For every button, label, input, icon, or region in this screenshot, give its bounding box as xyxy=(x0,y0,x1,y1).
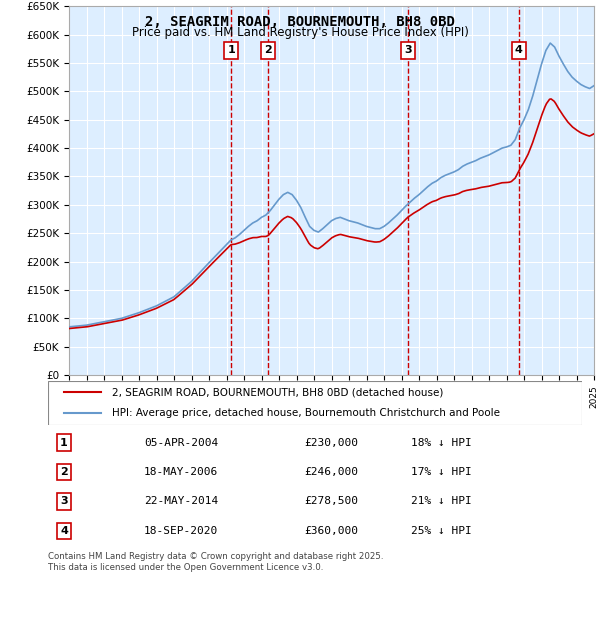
Text: Price paid vs. HM Land Registry's House Price Index (HPI): Price paid vs. HM Land Registry's House … xyxy=(131,26,469,39)
Text: 4: 4 xyxy=(60,526,68,536)
FancyBboxPatch shape xyxy=(48,381,582,425)
Text: 3: 3 xyxy=(404,45,412,55)
Text: £246,000: £246,000 xyxy=(304,467,358,477)
Text: 4: 4 xyxy=(515,45,523,55)
Text: 22-MAY-2014: 22-MAY-2014 xyxy=(144,497,218,507)
Text: £360,000: £360,000 xyxy=(304,526,358,536)
Text: £230,000: £230,000 xyxy=(304,438,358,448)
Text: 3: 3 xyxy=(60,497,68,507)
Text: 25% ↓ HPI: 25% ↓ HPI xyxy=(411,526,472,536)
Text: Contains HM Land Registry data © Crown copyright and database right 2025.
This d: Contains HM Land Registry data © Crown c… xyxy=(48,552,383,572)
Text: £278,500: £278,500 xyxy=(304,497,358,507)
Text: 18% ↓ HPI: 18% ↓ HPI xyxy=(411,438,472,448)
Text: 2: 2 xyxy=(60,467,68,477)
Text: 18-SEP-2020: 18-SEP-2020 xyxy=(144,526,218,536)
Text: 2, SEAGRIM ROAD, BOURNEMOUTH, BH8 0BD: 2, SEAGRIM ROAD, BOURNEMOUTH, BH8 0BD xyxy=(145,16,455,30)
Text: 21% ↓ HPI: 21% ↓ HPI xyxy=(411,497,472,507)
Text: 18-MAY-2006: 18-MAY-2006 xyxy=(144,467,218,477)
Text: 1: 1 xyxy=(60,438,68,448)
Text: 1: 1 xyxy=(227,45,235,55)
Text: 17% ↓ HPI: 17% ↓ HPI xyxy=(411,467,472,477)
Text: HPI: Average price, detached house, Bournemouth Christchurch and Poole: HPI: Average price, detached house, Bour… xyxy=(112,407,500,417)
Text: 2, SEAGRIM ROAD, BOURNEMOUTH, BH8 0BD (detached house): 2, SEAGRIM ROAD, BOURNEMOUTH, BH8 0BD (d… xyxy=(112,387,443,397)
Text: 05-APR-2004: 05-APR-2004 xyxy=(144,438,218,448)
Text: 2: 2 xyxy=(264,45,272,55)
